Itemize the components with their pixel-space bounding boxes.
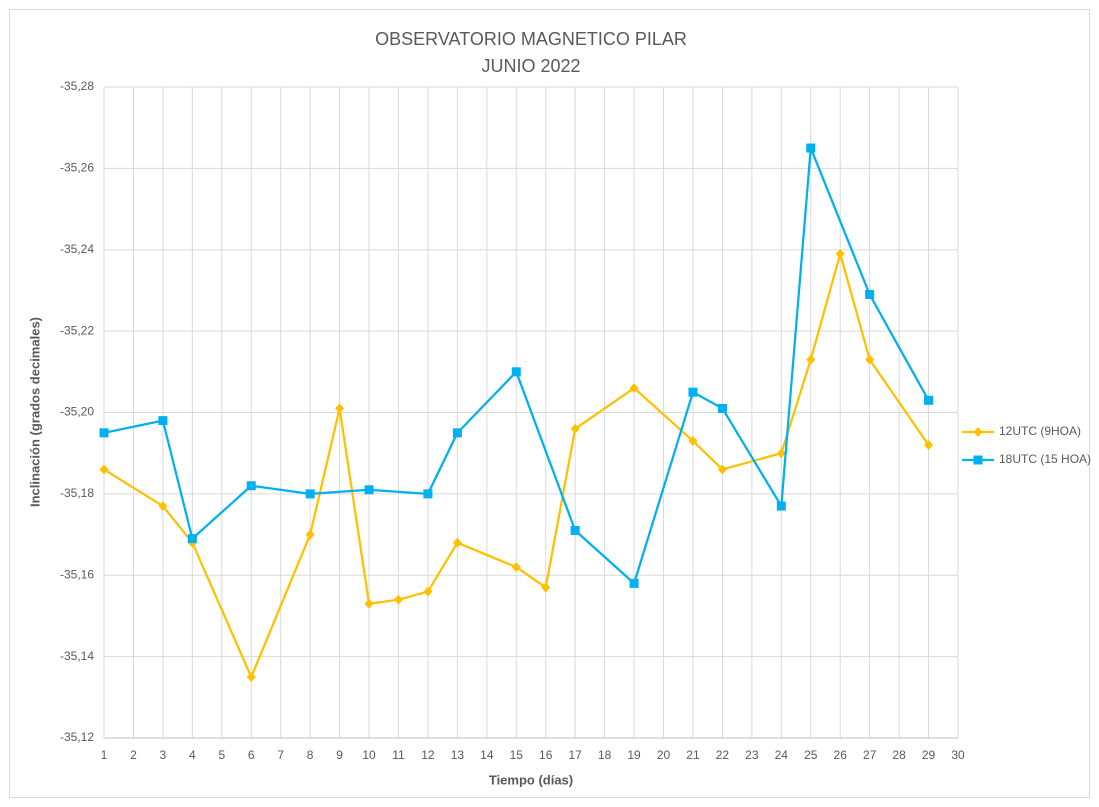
x-tick-label: 9: [336, 748, 343, 762]
x-tick-label: 14: [480, 748, 494, 762]
marker: [246, 671, 256, 682]
y-tick-label: -35,12: [60, 730, 94, 744]
marker: [629, 383, 639, 394]
x-tick-label: 7: [277, 748, 284, 762]
marker: [423, 586, 433, 597]
y-tick-label: -35,18: [60, 486, 94, 500]
y-axis-title: Inclinación (grados decimales): [27, 317, 42, 507]
marker: [158, 416, 168, 426]
marker: [806, 354, 816, 365]
marker: [717, 464, 727, 475]
marker: [835, 248, 845, 259]
x-tick-label: 18: [598, 748, 612, 762]
x-tick-label: 28: [892, 748, 906, 762]
x-tick-label: 25: [804, 748, 818, 762]
marker: [158, 501, 168, 512]
marker: [246, 481, 256, 491]
x-tick-label: 12: [421, 748, 435, 762]
x-tick-label: 20: [657, 748, 671, 762]
marker: [305, 529, 315, 540]
marker: [776, 501, 786, 511]
x-tick-label: 11: [392, 748, 405, 762]
x-tick-label: 17: [568, 748, 582, 762]
chart-title: OBSERVATORIO MAGNETICO PILAR: [375, 29, 687, 49]
x-tick-label: 1: [101, 748, 108, 762]
x-tick-label: 24: [775, 748, 789, 762]
marker: [924, 440, 934, 451]
legend-label: 18UTC (15 HOA): [999, 452, 1091, 466]
marker: [629, 578, 639, 588]
x-axis-title: Tiempo (días): [489, 772, 573, 787]
x-tick-label: 22: [716, 748, 730, 762]
y-tick-label: -35,26: [60, 161, 94, 175]
chart-subtitle: JUNIO 2022: [481, 56, 580, 76]
marker: [717, 403, 727, 413]
marker: [973, 455, 983, 465]
x-tick-label: 26: [834, 748, 848, 762]
marker: [570, 525, 580, 535]
marker: [452, 537, 462, 548]
marker: [364, 485, 374, 495]
x-tick-label: 2: [130, 748, 137, 762]
marker: [865, 290, 875, 300]
x-tick-label: 6: [248, 748, 255, 762]
legend-label: 12UTC (9HOA): [999, 424, 1081, 438]
marker: [776, 448, 786, 459]
x-tick-label: 13: [451, 748, 465, 762]
x-tick-label: 10: [362, 748, 376, 762]
marker: [511, 367, 521, 377]
x-tick-label: 5: [218, 748, 225, 762]
marker: [865, 354, 875, 365]
y-tick-label: -35,22: [60, 323, 94, 337]
x-tick-label: 4: [189, 748, 196, 762]
marker: [393, 594, 403, 605]
marker: [688, 387, 698, 397]
x-tick-label: 8: [307, 748, 314, 762]
y-tick-label: -35,16: [60, 567, 94, 581]
marker: [99, 464, 109, 475]
x-tick-label: 16: [539, 748, 553, 762]
x-tick-label: 3: [160, 748, 167, 762]
marker: [688, 435, 698, 446]
x-tick-label: 21: [686, 748, 700, 762]
y-tick-label: -35,24: [60, 242, 94, 256]
marker: [541, 582, 551, 593]
marker: [364, 598, 374, 609]
marker: [305, 489, 315, 499]
x-tick-label: 27: [863, 748, 877, 762]
y-tick-label: -35,20: [60, 405, 94, 419]
marker: [452, 428, 462, 438]
y-tick-label: -35,14: [60, 649, 94, 663]
marker: [511, 562, 521, 573]
marker: [423, 489, 433, 499]
marker: [99, 428, 109, 438]
chart-border: [9, 9, 1090, 798]
x-tick-label: 23: [745, 748, 759, 762]
marker: [924, 395, 934, 405]
x-tick-label: 29: [922, 748, 936, 762]
x-tick-label: 19: [627, 748, 641, 762]
marker: [973, 427, 983, 437]
x-tick-label: 30: [951, 748, 965, 762]
marker: [187, 534, 197, 544]
marker: [806, 143, 816, 153]
y-tick-label: -35,28: [60, 79, 94, 93]
x-tick-label: 15: [510, 748, 524, 762]
marker: [335, 403, 345, 414]
marker: [570, 423, 580, 434]
